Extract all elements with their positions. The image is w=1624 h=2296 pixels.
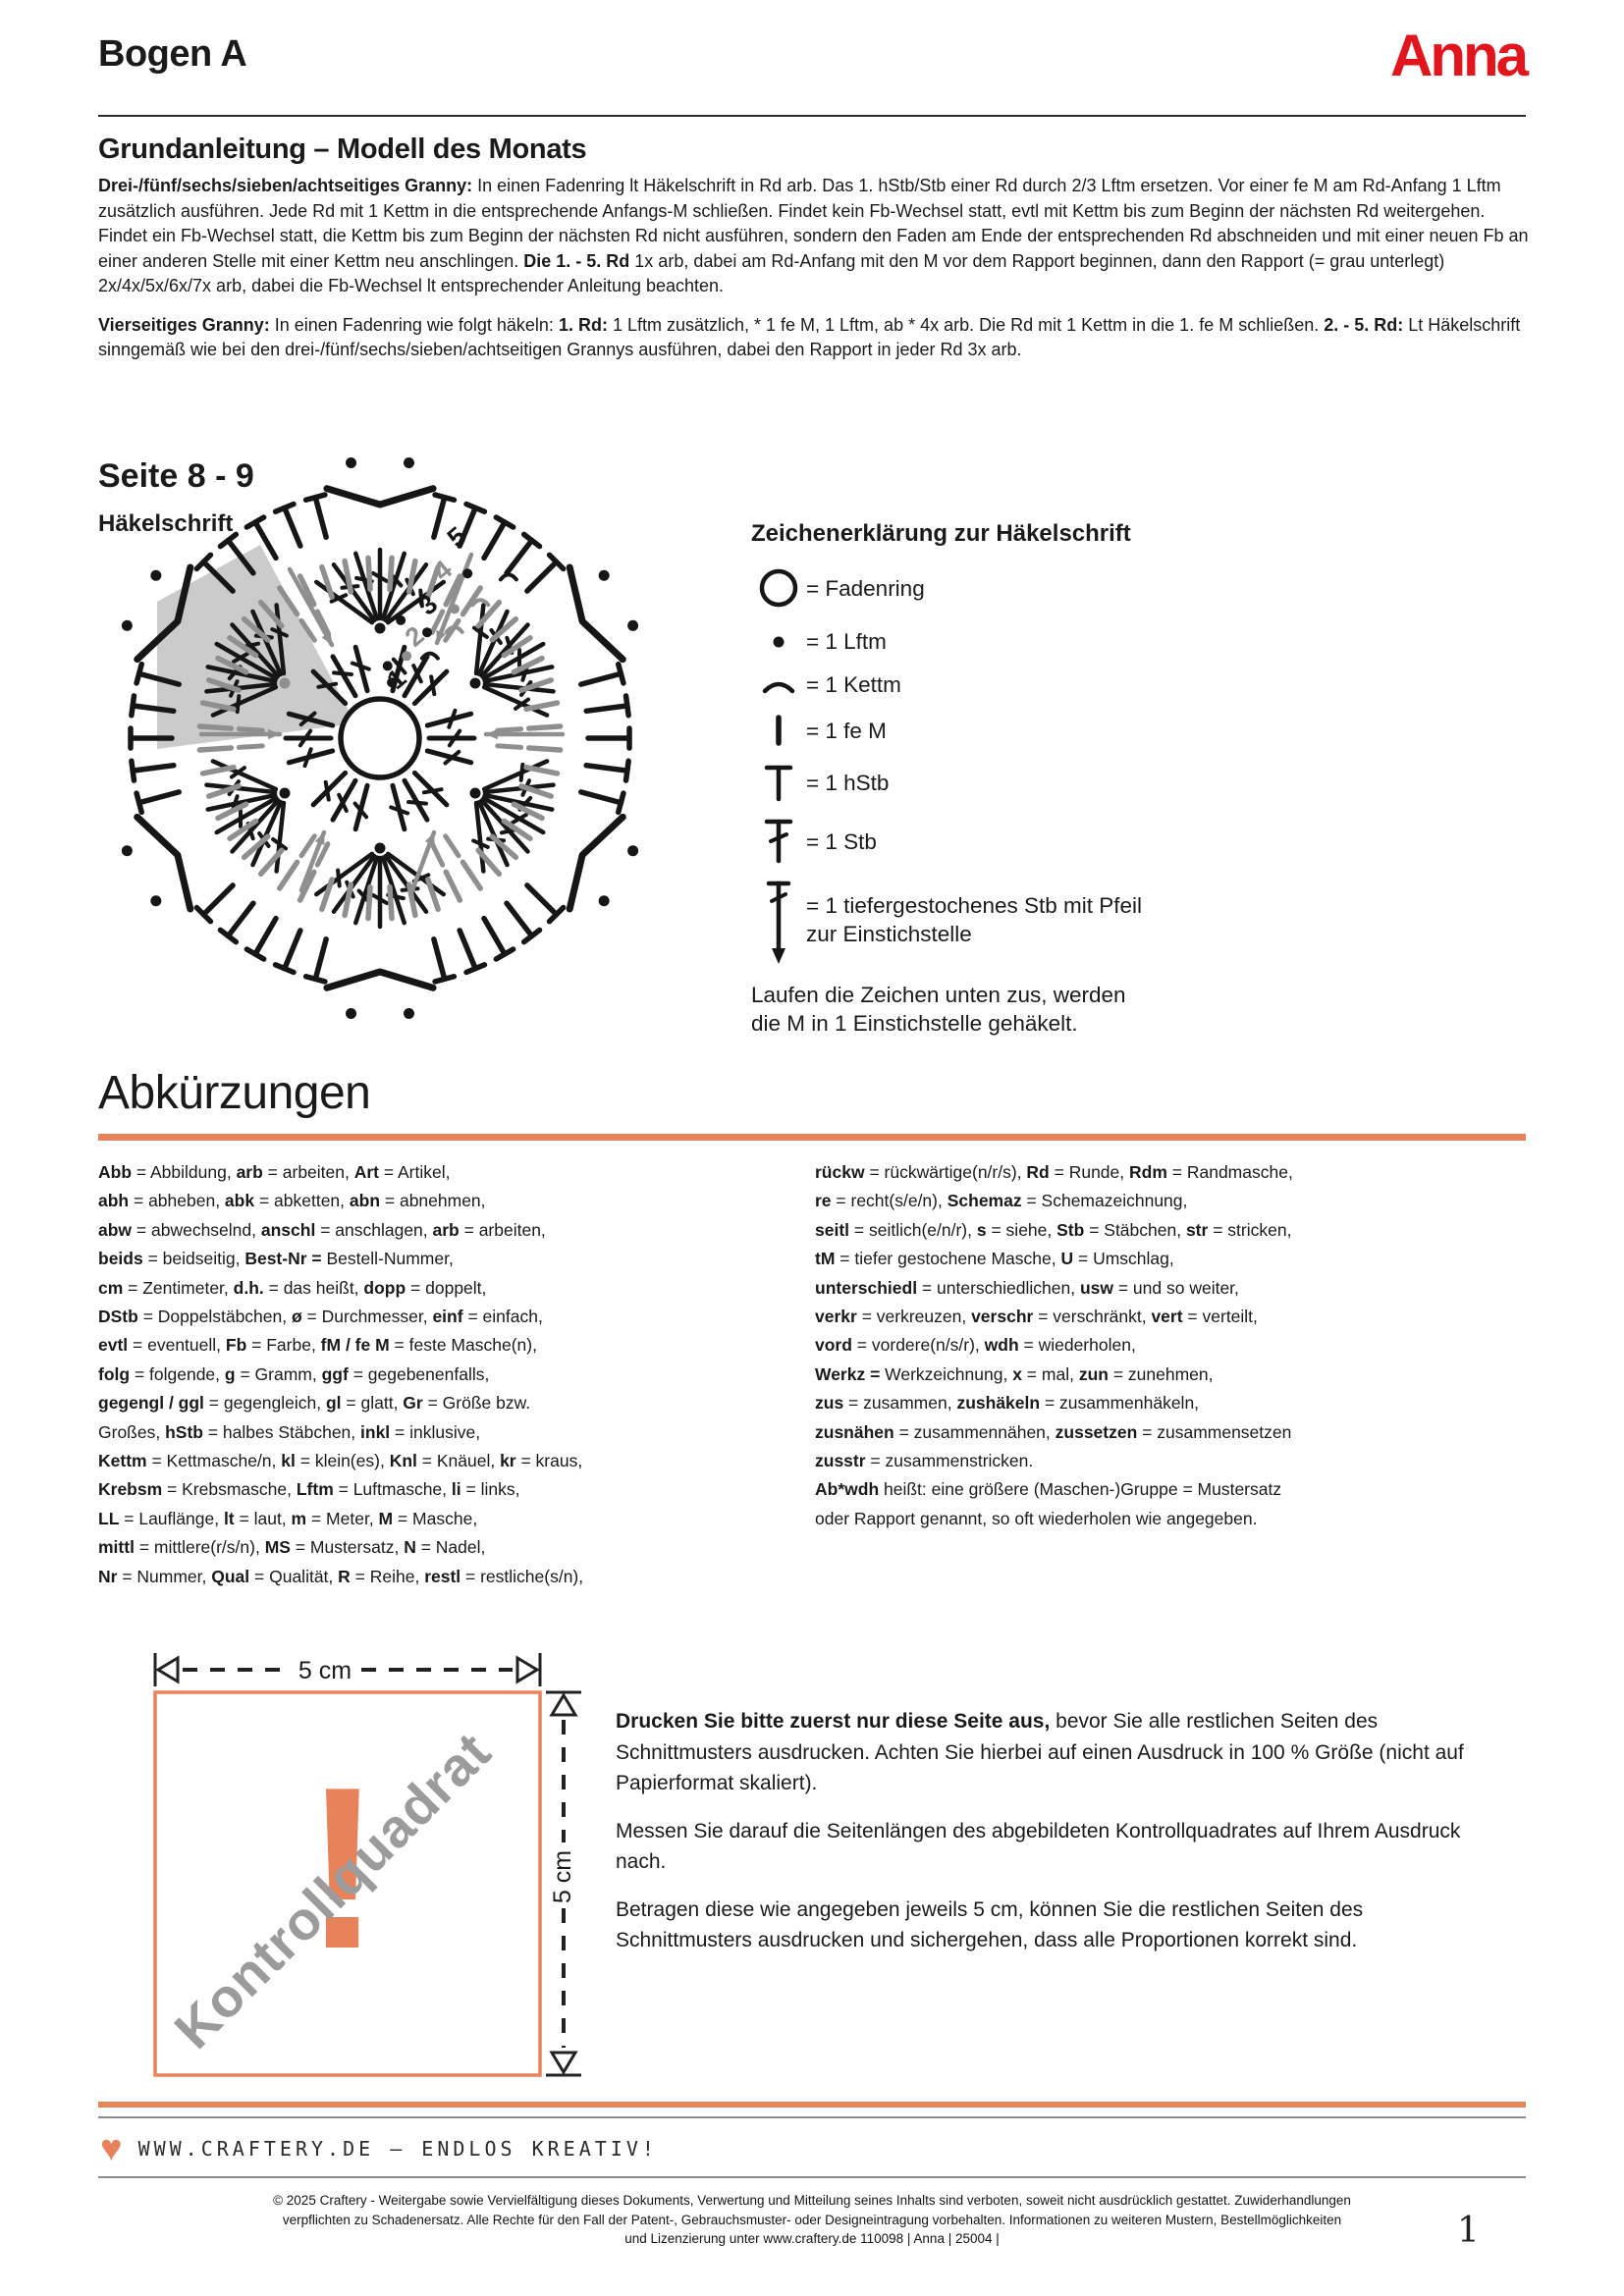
abbr-line: Werkz = Werkzeichnung, x = mal, zun = zu… (815, 1363, 1214, 1384)
footer-rule-bottom (98, 2176, 1526, 2178)
copyright-line: verpflichten zu Schadenersatz. Alle Rech… (282, 2212, 1342, 2227)
abbr-line: cm = Zentimeter, d.h. = das heißt, dopp … (98, 1277, 487, 1298)
exclamation-mark: ! (304, 1738, 381, 1997)
intro-paragraph-2: Vierseitiges Granny: In einen Fadenring … (98, 314, 1521, 360)
print-paragraph-1: Drucken Sie bitte zuerst nur diese Seite… (616, 1710, 1464, 1794)
abbr-line: tM = tiefer gestochene Masche, U = Umsch… (815, 1249, 1174, 1269)
copyright-line: © 2025 Craftery - Weitergabe sowie Vervi… (273, 2193, 1351, 2208)
control-square (153, 1690, 542, 2077)
abbr-line: vord = vordere(n/s/r), wdh = wiederholen… (815, 1335, 1136, 1356)
abbr-line: Nr = Nummer, Qual = Qualität, R = Reihe,… (98, 1566, 584, 1586)
legend-label: = 1 Kettm (806, 672, 901, 697)
lftm-icon (751, 632, 806, 652)
dim-label-top: 5 cm (298, 1657, 352, 1684)
abbr-line: verkr = verkreuzen, verschr = verschränk… (815, 1307, 1258, 1327)
print-instructions: Drucken Sie bitte zuerst nur diese Seite… (616, 1706, 1480, 1973)
stb-icon (751, 818, 806, 865)
legend-row: = 1 fe M (751, 714, 1262, 747)
brand-logo: Anna (1390, 23, 1529, 88)
abbr-line: unterschiedl = unterschiedlichen, usw = … (815, 1277, 1239, 1298)
abbr-line: oder Rapport genannt, so oft wiederholen… (815, 1508, 1258, 1528)
dimension-arrow-vertical (546, 1690, 581, 2077)
symbol-legend: Zeichenerklärung zur Häkelschrift = Fade… (751, 520, 1262, 1038)
legend-label: = 1 hStb (806, 770, 890, 795)
kontrollquadrat-svg: 5 cm 5 cm ! Kontrollquadrat (153, 1653, 581, 2077)
abbr-line: LL = Lauflänge, lt = laut, m = Meter, M … (98, 1508, 478, 1528)
section-grundanleitung: Grundanleitung – Modell des Monats Drei-… (98, 133, 1532, 377)
abbr-line: evtl = eventuell, Fb = Farbe, fM / fe M … (98, 1335, 537, 1356)
tiefstb-icon (751, 880, 806, 966)
legend-row: = 1 Kettm (751, 670, 1262, 699)
legend-row: = 1 hStb (751, 762, 1262, 803)
page-title: Bogen A (98, 33, 247, 75)
abbr-line: gegengl / ggl = gegengleich, gl = glatt,… (98, 1393, 531, 1414)
legend-rows: = Fadenring = 1 Lftm = 1 Kettm = 1 fe M = 1 … (751, 563, 1262, 966)
abbr-line: Ab*wdh heißt: eine größere (Maschen-)Gru… (815, 1479, 1282, 1500)
legend-row: = 1 Stb (751, 818, 1262, 865)
abbr-line: re = recht(s/e/n), Schemaz = Schemazeich… (815, 1191, 1188, 1211)
footer-tagline: www.craftery.de – Endlos kreativ! (137, 2137, 658, 2161)
abbreviations-column-left: Abb = Abbildung, arb = arbeiten, Art = A… (98, 1158, 789, 1591)
abbr-line: zus = zusammen, zushäkeln = zusammenhäke… (815, 1393, 1200, 1414)
copyright-line: und Lizenzierung unter www.craftery.de 1… (624, 2231, 1000, 2246)
abbr-line: Abb = Abbildung, arb = arbeiten, Art = A… (98, 1162, 451, 1182)
legend-row: = Fadenring (751, 563, 1262, 613)
section-title: Grundanleitung – Modell des Monats (98, 133, 587, 165)
abbr-line: DStb = Doppelstäbchen, ø = Durchmesser, … (98, 1307, 543, 1327)
legend-label: = 1 Stb (806, 828, 877, 854)
legend-row: = 1 tiefergestochenes Stb mit Pfeil zur … (751, 880, 1262, 966)
abbreviations-column-right: rückw = rückwärtige(n/r/s), Rd = Runde, … (815, 1158, 1542, 1591)
fadenring-icon (751, 563, 806, 613)
abbr-line: zusstr = zusammenstricken. (815, 1451, 1034, 1471)
legend-label: = 1 tiefergestochenes Stb mit Pfeil zur … (806, 893, 1143, 946)
abbr-line: abh = abheben, abk = abketten, abn = abn… (98, 1191, 486, 1211)
abbr-line: folg = folgende, g = Gramm, ggf = gegebe… (98, 1363, 490, 1384)
legend-note: Laufen die Zeichen unten zus, werden die… (751, 983, 1126, 1036)
abbr-line: seitl = seitlich(e/n/r), s = siehe, Stb … (815, 1219, 1292, 1240)
kettm-icon (751, 673, 806, 697)
abbr-line: beids = beidseitig, Best-Nr = Bestell-Nu… (98, 1249, 454, 1269)
legend-label: = 1 Lftm (806, 629, 887, 654)
legend-title: Zeichenerklärung zur Häkelschrift (751, 520, 1131, 547)
page-range-heading: Seite 8 - 9 (98, 457, 254, 495)
legend-row: = 1 Lftm (751, 627, 1262, 656)
print-paragraph-3: Betragen diese wie angegeben jeweils 5 c… (616, 1897, 1364, 1952)
footer-rule-top (98, 2116, 1526, 2118)
abbreviations-title: Abkürzungen (98, 1067, 371, 1119)
abbr-line: rückw = rückwärtige(n/r/s), Rd = Runde, … (815, 1162, 1293, 1182)
chart-subheading: Häkelschrift (98, 510, 234, 537)
accent-divider (98, 1134, 1526, 1141)
footer-brandline: ♥ www.craftery.de – Endlos kreativ! (100, 2125, 1528, 2172)
abbr-line: abw = abwechselnd, anschl = anschlagen, … (98, 1219, 546, 1240)
abbr-line: Krebsm = Krebsmasche, Lftm = Luftmasche,… (98, 1479, 520, 1500)
print-paragraph-2: Messen Sie darauf die Seitenlängen des a… (616, 1819, 1461, 1874)
heart-icon: ♥ (100, 2128, 123, 2169)
header-divider (98, 115, 1526, 117)
hstb-icon (751, 762, 806, 803)
abbr-line: Großes, hStb = halbes Stäbchen, inkl = i… (98, 1421, 481, 1442)
footer-accent-rule (98, 2102, 1526, 2108)
dim-label-right: 5 cm (549, 1850, 576, 1903)
legend-label: = Fadenring (806, 575, 925, 601)
fem-icon (751, 714, 806, 747)
dimension-arrow-horizontal (153, 1653, 542, 1686)
copyright-block: © 2025 Craftery - Weitergabe sowie Vervi… (98, 2191, 1526, 2249)
abbreviations-list: Abb = Abbildung, arb = arbeiten, Art = A… (98, 1158, 1542, 1591)
abbr-line: Kettm = Kettmasche/n, kl = klein(es), Kn… (98, 1451, 583, 1471)
legend-label: = 1 fe M (806, 718, 887, 743)
kontrollquadrat-figure: 5 cm 5 cm ! Kontrollquadrat (98, 1641, 609, 2108)
abbr-line: zusnähen = zusammennähen, zussetzen = zu… (815, 1421, 1292, 1442)
abbr-line: mittl = mittlere(r/s/n), MS = Mustersatz… (98, 1537, 486, 1558)
intro-paragraph-1: Drei-/fünf/sechs/sieben/achtseitiges Gra… (98, 176, 1529, 295)
page-number: 1 (1457, 2211, 1480, 2251)
